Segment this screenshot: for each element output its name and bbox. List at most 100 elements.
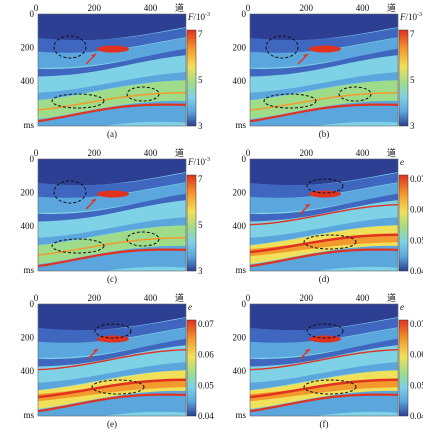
layer-deep-blue [38, 159, 186, 186]
section-frame [249, 13, 399, 127]
colorbar-label: F/10-3 [399, 12, 422, 22]
dashed-ellipse [53, 180, 87, 204]
y-axis-unit: ms [235, 410, 246, 420]
reflector-orange [38, 236, 186, 256]
y-axis-unit: ms [23, 120, 34, 130]
panel-caption: (c) [107, 274, 117, 284]
panel-e-svg: 0 200 400 道 0 200 400 ms e 0.07 0.06 0.05 0.04 [21, 292, 215, 421]
layer-cyan [250, 201, 398, 238]
layer-deep-blue [38, 304, 186, 331]
x-tick-label: 200 [87, 293, 101, 303]
arrow-head [91, 54, 96, 57]
layer-bottom-blue [250, 390, 398, 416]
dashed-ellipse [94, 323, 132, 339]
layer-blue-thin [38, 362, 186, 391]
layer-blue-stripe [38, 193, 186, 223]
colorbar-tick-label: 0.06 [410, 350, 423, 360]
section-frame [37, 13, 187, 127]
layer-blue-stripe [38, 338, 186, 368]
section-frame [37, 303, 187, 417]
colorbar-tick-label: 3 [410, 121, 415, 131]
arrow-head [305, 349, 310, 352]
layer-orange [250, 378, 398, 402]
reflector-bottom [38, 248, 186, 268]
reflector-strong [38, 378, 186, 399]
panel-a: 0 200 400 道 0 200 400 ms F/10-3 7 5 3 (a) [0, 0, 211, 140]
layer-cyan [38, 201, 186, 238]
layer-green-yellow [250, 80, 398, 119]
y-tick-label: 400 [233, 76, 247, 86]
dashed-ellipse [303, 379, 357, 395]
panel-caption: (e) [107, 419, 117, 429]
red-lens [97, 190, 129, 198]
reflector-mid [250, 204, 398, 226]
x-tick-label: 0 [34, 148, 39, 158]
seismic-section [250, 159, 398, 271]
x-axis-unit: 道 [175, 147, 184, 159]
dashed-ellipse [126, 86, 160, 102]
layer-cyan [38, 346, 186, 383]
arrow-head [91, 199, 96, 202]
layer-green-yellow [38, 225, 186, 264]
colorbar-label-exponent: -3 [205, 12, 210, 18]
layer-mid-blue [38, 317, 186, 344]
y-tick-label: 400 [21, 366, 35, 376]
section-frame [37, 158, 187, 272]
arrow-line [299, 348, 311, 360]
layer-light-blue [38, 182, 186, 213]
x-tick-label: 400 [356, 293, 370, 303]
dashed-ellipse [51, 93, 105, 109]
colorbar-tick-label: 0.04 [410, 411, 423, 421]
x-tick-label: 0 [246, 148, 251, 158]
x-tick-label: 200 [299, 3, 313, 13]
reflector-mid [38, 349, 186, 371]
arrow-line [297, 53, 309, 65]
panel-caption: (d) [318, 274, 330, 284]
x-tick-label: 400 [144, 293, 158, 303]
x-tick-label: 200 [87, 3, 101, 13]
colorbar-tick-label: 0.06 [410, 205, 423, 215]
x-tick-label: 200 [299, 148, 313, 158]
dashed-ellipse [303, 234, 357, 250]
colorbar-label-exponent: -3 [417, 12, 422, 18]
y-axis-unit: ms [235, 120, 246, 130]
arrow-line [85, 53, 97, 65]
dashed-ellipse [53, 35, 87, 59]
section-frame [249, 158, 399, 272]
panel-d-svg: 0 200 400 道 0 200 400 ms e 0.07 0.06 0.05 0.04 [233, 147, 423, 276]
y-tick-label: 200 [21, 333, 35, 343]
y-tick-label: 200 [21, 43, 35, 53]
layer-bottom-blue [250, 100, 398, 126]
panel-a-svg: 0 200 400 道 0 200 400 ms F/10-3 7 5 3 [21, 2, 211, 131]
seismic-section [38, 14, 186, 126]
colorbar-tick-label: 0.05 [198, 380, 214, 390]
reflector-bottom [250, 393, 398, 413]
layer-blue-thin [38, 72, 186, 101]
colorbar-tick-label: 0.06 [198, 350, 214, 360]
y-tick-label: 400 [233, 221, 247, 231]
colorbar-tick-label: 3 [198, 266, 203, 276]
red-lens [97, 45, 129, 53]
x-tick-label: 400 [144, 3, 158, 13]
arrow-head [93, 349, 98, 352]
colorbar-tick-label: 7 [410, 29, 415, 39]
x-tick-label: 400 [144, 148, 158, 158]
panel-caption: (f) [319, 419, 329, 429]
y-tick-label: 200 [233, 333, 247, 343]
y-tick-label: 0 [30, 299, 35, 309]
dashed-ellipse [265, 35, 299, 59]
y-tick-label: 0 [30, 154, 35, 164]
y-tick-label: 200 [21, 188, 35, 198]
x-axis-unit: 道 [175, 2, 184, 14]
x-tick-label: 200 [87, 148, 101, 158]
panel-d: 0 200 400 道 0 200 400 ms e 0.07 0.06 0.05 0.04 (d) [212, 145, 423, 285]
y-axis-unit: ms [23, 265, 34, 275]
x-tick-label: 0 [34, 3, 39, 13]
reflector-strong [250, 233, 398, 254]
section-frame [249, 303, 399, 417]
colorbar-tick-label: 5 [198, 75, 203, 85]
colorbar-label: e [400, 302, 404, 312]
layer-blue-thin [250, 217, 398, 246]
colorbar [186, 174, 197, 272]
x-tick-label: 200 [299, 293, 313, 303]
